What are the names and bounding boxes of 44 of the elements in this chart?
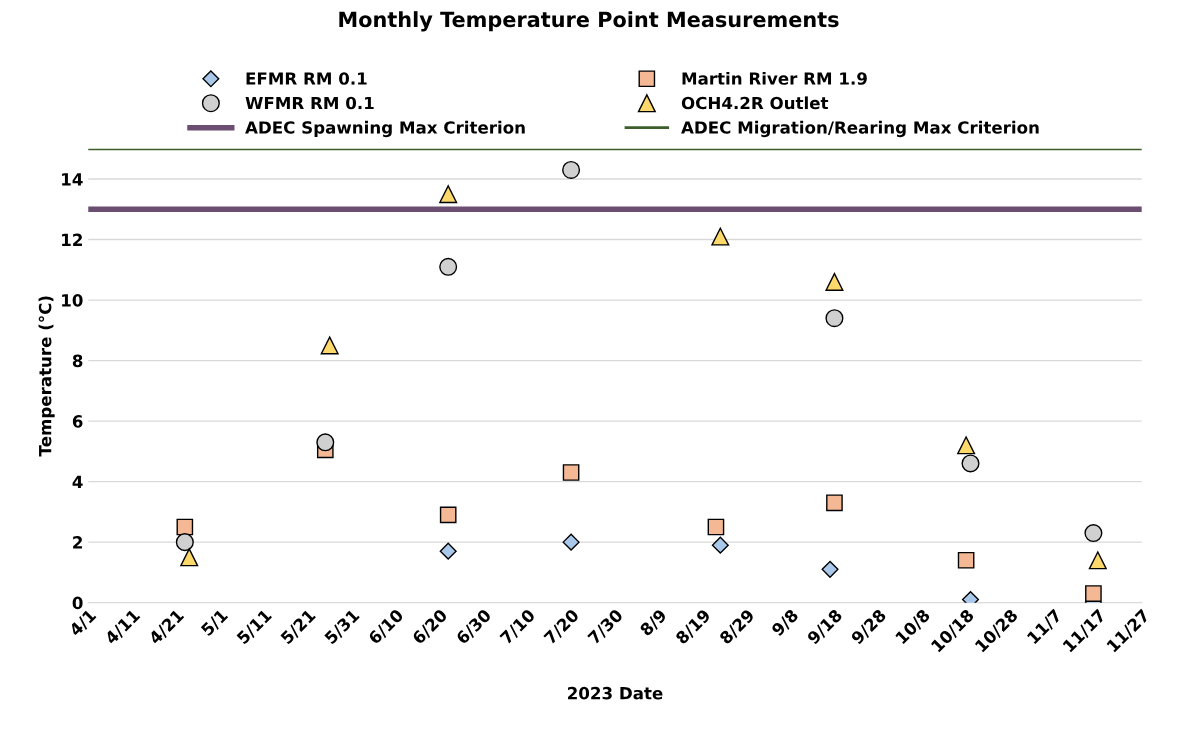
point <box>562 160 581 180</box>
point <box>1088 551 1107 570</box>
x-tick-label: 9/8 <box>770 608 800 638</box>
y-tick-label: 6 <box>72 415 83 428</box>
point <box>316 433 335 452</box>
legend-label: EFMR RM 0.1 <box>246 72 367 85</box>
point <box>957 551 975 569</box>
point <box>439 506 457 524</box>
legend-label: OCH4.2R Outlet <box>681 96 829 110</box>
point <box>826 494 843 512</box>
x-tick-label: 8/9 <box>639 608 669 638</box>
y-tick-label: 10 <box>62 294 83 307</box>
point <box>825 272 844 291</box>
y-tick-label: 2 <box>73 536 82 549</box>
point <box>562 464 580 481</box>
point <box>957 436 976 455</box>
point <box>180 548 199 567</box>
x-axis-title: 2023 Date <box>568 686 663 700</box>
point <box>821 560 839 578</box>
point <box>320 336 339 355</box>
legend-label: ADEC Spawning Max Criterion <box>245 120 525 138</box>
chart-title: Monthly Temperature Point Measurements <box>339 11 839 32</box>
point <box>562 533 580 551</box>
y-axis-title: Temperature (°C) <box>38 296 55 457</box>
point <box>439 257 458 276</box>
point <box>175 533 194 552</box>
point <box>1084 524 1103 543</box>
y-tick-label: 4 <box>72 475 83 488</box>
legend-label: ADEC Migration/Rearing Max Criterion <box>681 120 1039 138</box>
y-tick-label: 8 <box>72 354 83 368</box>
y-tick-label: 14 <box>62 173 83 186</box>
point <box>961 454 980 473</box>
y-tick-label: 0 <box>72 596 83 610</box>
point <box>707 518 725 536</box>
legend-label: WFMR RM 0.1 <box>245 96 374 110</box>
point <box>439 185 458 204</box>
legend-label: Martin River RM 1.9 <box>682 71 867 85</box>
y-tick-label: 12 <box>62 233 82 246</box>
x-tick-label: 5/1 <box>200 608 230 638</box>
point <box>439 542 457 560</box>
point <box>825 309 844 328</box>
point <box>711 536 729 554</box>
point <box>711 227 730 246</box>
point <box>1085 585 1102 602</box>
